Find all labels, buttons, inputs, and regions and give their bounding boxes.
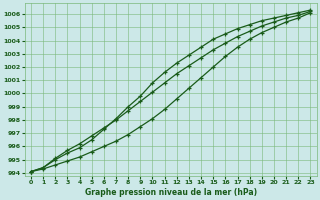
- X-axis label: Graphe pression niveau de la mer (hPa): Graphe pression niveau de la mer (hPa): [85, 188, 257, 197]
